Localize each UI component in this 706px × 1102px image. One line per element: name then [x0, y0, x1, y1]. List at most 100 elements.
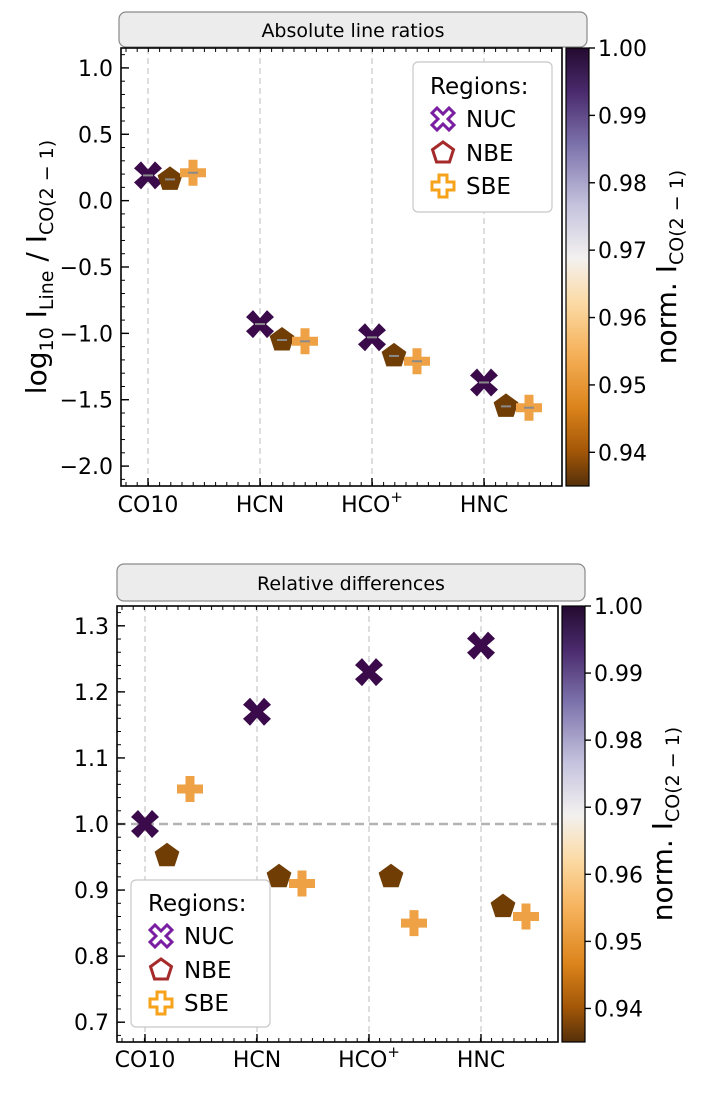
- colorbar-tick-label: 0.96: [594, 863, 643, 888]
- chart-title: Absolute line ratios: [261, 20, 444, 42]
- legend: Regions: NUC NBE SBE: [412, 61, 553, 213]
- y-label-log: log: [20, 352, 53, 395]
- legend-nuc-x-icon: [147, 922, 175, 950]
- panel-relative-differences: Relative differences 1.3 1.2 1.1 1.0 0.9 0.8 0…: [74, 563, 684, 1073]
- legend-sbe-label: SBE: [466, 174, 511, 200]
- y-tick-label: 1.2: [74, 681, 109, 706]
- marker-nbe-co10: [157, 166, 183, 190]
- y-tick-label: 1.3: [74, 615, 109, 640]
- y-tick-label: 1.1: [74, 747, 109, 772]
- y-tick-label: 1.0: [74, 813, 109, 838]
- marker-sbe-co10: [177, 776, 203, 802]
- colorbar: [565, 47, 590, 487]
- legend: Regions: NUC NBE SBE: [130, 879, 271, 1028]
- x-tick-label: HCO+: [338, 1043, 400, 1073]
- colorbar-ticks: 1.00 0.99 0.98 0.97 0.96 0.95 0.94: [589, 37, 647, 466]
- y-label-sep: / I: [20, 235, 53, 271]
- colorbar-tick-label: 0.96: [598, 307, 647, 332]
- marker-sbe-hcn: [289, 870, 315, 897]
- y-tick-label: −1.5: [60, 389, 113, 414]
- colorbar-label-sub: CO(2 − 1): [666, 170, 688, 265]
- legend-nbe-label: NBE: [466, 141, 514, 167]
- legend-nbe-label: NBE: [184, 958, 232, 984]
- y-label-log-sub: 10: [36, 327, 58, 351]
- y-label-line-sub: Line: [36, 271, 58, 311]
- colorbar-tick-label: 1.00: [598, 37, 647, 62]
- legend-sbe-plus-icon: [430, 173, 456, 199]
- plot-area-frame: [116, 605, 559, 1043]
- x-tick-label: HNC: [457, 1048, 505, 1073]
- marker-sbe-hnc: [513, 903, 539, 930]
- y-axis-ticks: 1.3 1.2 1.1 1.0 0.9 0.8 0.7: [74, 612, 125, 1036]
- colorbar-tick-label: 0.94: [594, 997, 643, 1022]
- colorbar-label: norm. ICO(2 − 1): [646, 727, 684, 921]
- y-tick-label: 0.7: [74, 1011, 109, 1036]
- legend-frame: [130, 879, 271, 1028]
- colorbar-tick-label: 0.98: [594, 729, 643, 754]
- marker-sbe-hco: [401, 910, 427, 937]
- legend-title: Regions:: [430, 74, 528, 100]
- marker-nbe-hnc: [493, 393, 519, 417]
- x-tick-label-superscript: +: [387, 1043, 400, 1061]
- marker-nbe-co10: [154, 842, 180, 867]
- marker-nbe-hnc: [490, 893, 516, 918]
- colorbar-tick-label: 0.97: [598, 239, 647, 264]
- legend-nuc-label: NUC: [466, 107, 516, 133]
- marker-nuc-hcn: [243, 697, 271, 726]
- marker-nbe-hcn: [266, 863, 292, 888]
- legend-nbe-pentagon-icon: [430, 140, 456, 164]
- y-tick-label: 0.8: [74, 945, 109, 970]
- chart-title: Relative differences: [257, 573, 445, 595]
- x-tick-label: HCN: [233, 1048, 281, 1073]
- marker-nuc-hco: [355, 658, 383, 687]
- x-tick-label-superscript: +: [390, 488, 403, 506]
- y-tick-label: 0.5: [78, 123, 113, 148]
- y-tick-label: −1.0: [60, 322, 113, 347]
- legend-nbe-pentagon-icon: [148, 957, 174, 981]
- y-tick-label: −2.0: [60, 455, 113, 480]
- legend-title: Regions:: [148, 891, 246, 917]
- marker-nbe-hco: [378, 863, 404, 888]
- panel-absolute-line-ratios: Absolute line ratios 1.0 0.5 0.0 −0.5 −1.0 −1…: [20, 11, 688, 518]
- data-markers: [131, 631, 539, 937]
- y-tick-label: 0.9: [74, 879, 109, 904]
- y-tick-label: 0.0: [78, 190, 113, 215]
- colorbar-tick-label: 1.00: [594, 595, 643, 620]
- y-tick-label: −0.5: [60, 256, 113, 281]
- legend-nuc-label: NUC: [184, 924, 234, 950]
- colorbar-tick-label: 0.99: [594, 662, 643, 687]
- marker-nbe-hcn: [269, 327, 295, 351]
- colorbar-tick-label: 0.99: [598, 104, 647, 129]
- colorbar: [561, 605, 586, 1043]
- colorbar-label: norm. ICO(2 − 1): [650, 170, 688, 364]
- y-axis-ticks: 1.0 0.5 0.0 −0.5 −1.0 −1.5 −2.0: [60, 54, 129, 480]
- title-box: [118, 11, 588, 48]
- colorbar-tick-label: 0.98: [598, 172, 647, 197]
- plot-area-frame: [120, 47, 563, 487]
- x-axis-ticks: CO10 HCN HCO+ HNC: [115, 606, 549, 1073]
- marker-nuc-co10: [131, 810, 159, 838]
- x-tick-label: CO10: [115, 1048, 176, 1073]
- x-tick-label: HCO+: [341, 488, 403, 518]
- y-tick-label: 1.0: [78, 57, 113, 82]
- colorbar-tick-label: 0.94: [598, 441, 647, 466]
- colorbar-label-main: norm. I: [650, 265, 683, 364]
- marker-nbe-hco: [381, 342, 407, 367]
- y-axis-label: log10 ILine / ICO(2 − 1): [20, 140, 58, 394]
- title-box: [116, 563, 586, 602]
- x-tick-label: HCN: [236, 493, 284, 518]
- colorbar-label-sub: CO(2 − 1): [662, 727, 684, 822]
- colorbar-tick-label: 0.95: [594, 930, 643, 955]
- y-label-i: I: [20, 310, 53, 327]
- colorbar-tick-label: 0.95: [598, 374, 647, 399]
- colorbar-ticks: 1.00 0.99 0.98 0.97 0.96 0.95 0.94: [585, 595, 643, 1022]
- colorbar-label-main: norm. I: [646, 822, 679, 921]
- legend-nuc-x-icon: [429, 105, 457, 133]
- legend-sbe-plus-icon: [148, 990, 174, 1016]
- legend-sbe-label: SBE: [184, 991, 229, 1017]
- x-tick-label: HNC: [460, 493, 508, 518]
- data-markers: [134, 159, 542, 421]
- marker-nuc-hnc: [467, 631, 495, 660]
- y-label-co-sub: CO(2 − 1): [36, 140, 58, 235]
